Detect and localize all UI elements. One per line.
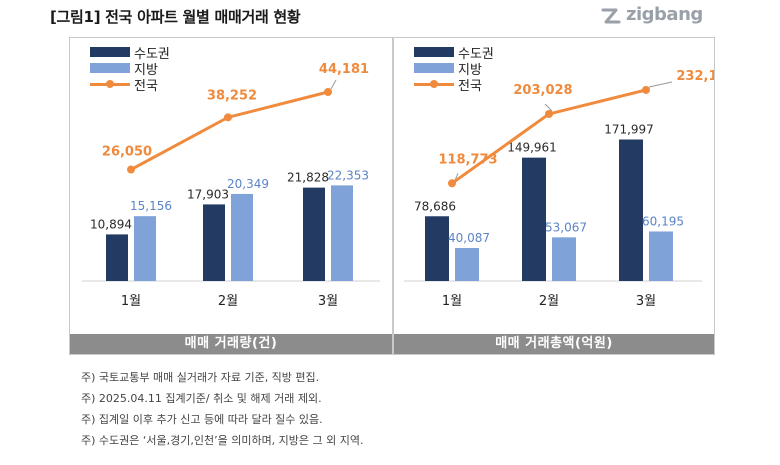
line-value-label: 203,028 — [513, 83, 572, 98]
footnotes: 주) 국토교통부 매매 실거래가 자료 기준, 직방 편집. 주) 2025.0… — [81, 367, 364, 451]
line-point-national — [127, 165, 135, 174]
bar-regional — [649, 231, 673, 281]
bar-value-label: 22,353 — [327, 168, 369, 182]
bar-value-label: 149,961 — [507, 141, 557, 155]
bar-regional — [134, 216, 156, 281]
amount-chart-title: 매매 거래총액(억원) — [394, 334, 714, 354]
bar-capital — [425, 216, 449, 281]
legend-item-national: 전국 — [90, 76, 170, 94]
line-point-national — [545, 109, 553, 118]
figure-title: [그림1] 전국 아파트 월별 매매거래 현황 — [50, 8, 301, 26]
brand-name: zigbang — [626, 4, 703, 25]
volume-chart-title: 매매 거래량(건) — [70, 334, 392, 354]
bar-capital — [203, 204, 225, 281]
amount-chart: 78,686 40,087 1월 149,961 53,067 2월 171,997 60,1… — [404, 69, 714, 309]
legend-label-regional: 지방 — [458, 62, 482, 78]
legend-swatch-regional — [90, 63, 130, 73]
zigbang-logo-icon — [601, 8, 621, 24]
bar-value-label: 40,087 — [448, 231, 490, 245]
x-tick-label: 1월 — [442, 294, 462, 309]
line-point-national — [642, 85, 650, 94]
amount-chart-legend: 수도권 지방 전국 — [414, 44, 494, 94]
bar-capital — [522, 157, 546, 281]
line-point-national — [224, 113, 232, 122]
legend-swatch-regional — [414, 63, 454, 73]
legend-label-national: 전국 — [458, 78, 482, 94]
legend-swatch-capital — [414, 47, 454, 57]
bar-value-label: 10,894 — [90, 217, 132, 231]
bar-value-label: 60,195 — [642, 214, 684, 228]
footnote: 주) 2025.04.11 집계기준/ 취소 및 해제 거래 제외. — [81, 392, 322, 405]
legend-swatch-national — [414, 79, 454, 89]
line-value-label: 232,192 — [676, 69, 714, 84]
bar-value-label: 17,903 — [187, 187, 229, 201]
legend-item-capital: 수도권 — [90, 44, 170, 62]
bar-regional — [231, 193, 253, 281]
line-value-label: 26,050 — [102, 145, 152, 160]
x-tick-label: 1월 — [121, 294, 141, 309]
line-national — [130, 90, 329, 171]
x-tick-label: 3월 — [318, 294, 338, 309]
bar-value-label: 15,156 — [130, 199, 172, 213]
line-value-label: 118,773 — [438, 152, 497, 167]
bar-value-label: 171,997 — [604, 122, 654, 136]
label-leader-line — [454, 173, 459, 181]
bar-capital — [303, 187, 325, 281]
footnote: 주) 집계일 이후 추가 신고 등에 따라 달라 질수 있음. — [81, 413, 323, 426]
legend-swatch-national — [90, 79, 130, 89]
bar-capital — [619, 139, 643, 281]
line-point-national — [448, 179, 456, 188]
volume-chart-legend: 수도권 지방 전국 — [90, 44, 170, 94]
bar-value-label: 53,067 — [545, 220, 587, 234]
bar-value-label: 21,828 — [287, 171, 329, 185]
line-value-label: 44,181 — [319, 62, 369, 77]
legend-label-capital: 수도권 — [134, 46, 170, 62]
legend-item-regional: 지방 — [90, 60, 170, 78]
legend-item-national: 전국 — [414, 76, 494, 94]
x-tick-label: 2월 — [539, 294, 559, 309]
legend-label-national: 전국 — [134, 78, 158, 94]
brand-logo: zigbang — [600, 4, 715, 28]
legend-label-capital: 수도권 — [458, 46, 494, 62]
bar-value-label: 20,349 — [227, 177, 269, 191]
line-point-national — [324, 87, 332, 96]
bar-regional — [455, 248, 479, 281]
amount-chart-panel: 78,686 40,087 1월 149,961 53,067 2월 171,997 60,1… — [393, 37, 715, 355]
x-tick-label: 3월 — [636, 294, 656, 309]
volume-chart-panel: 10,894 15,156 1월 17,903 20,349 2월 21,828 22,353… — [69, 37, 393, 355]
bar-value-label: 78,686 — [414, 199, 456, 213]
legend-label-regional: 지방 — [134, 62, 158, 78]
label-leader-line — [330, 79, 337, 90]
x-tick-label: 2월 — [218, 294, 238, 309]
legend-swatch-capital — [90, 47, 130, 57]
bar-regional — [552, 237, 576, 281]
bar-capital — [106, 234, 128, 281]
bar-regional — [331, 185, 353, 281]
line-value-label: 38,252 — [207, 88, 257, 103]
legend-item-capital: 수도권 — [414, 44, 494, 62]
footnote: 주) 국토교통부 매매 실거래가 자료 기준, 직방 편집. — [81, 371, 320, 384]
footnote: 주) 수도권은 ‘서울,경기,인천’을 의미하며, 지방은 그 외 지역. — [81, 434, 364, 447]
line-national — [451, 88, 647, 185]
legend-item-regional: 지방 — [414, 60, 494, 78]
label-leader-line — [544, 103, 553, 112]
label-leader-line — [648, 81, 673, 88]
